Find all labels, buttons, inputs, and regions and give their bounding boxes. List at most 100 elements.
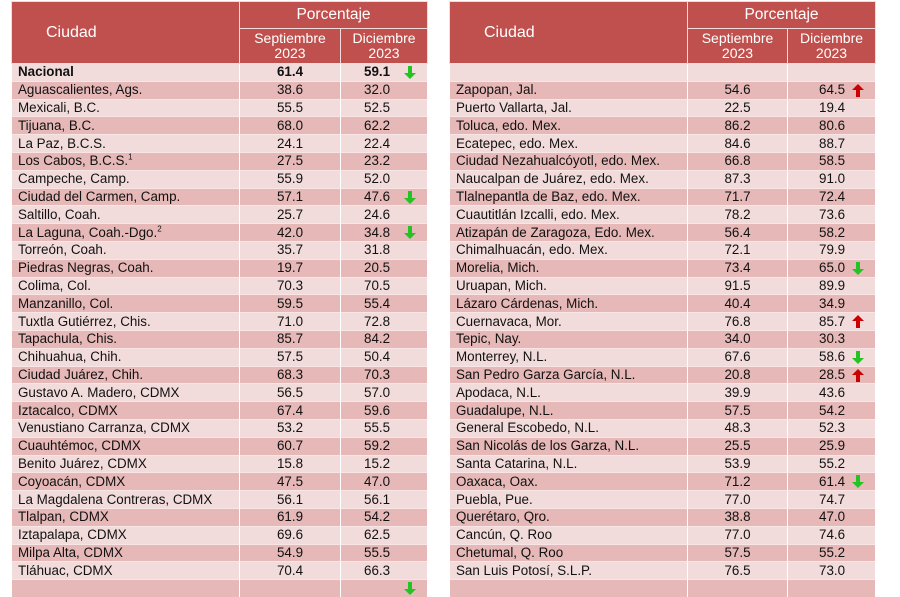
december-value: 20.5 — [339, 258, 429, 278]
city-name: Cancún, Q. Roo — [449, 525, 688, 545]
december-value: 55.2 — [786, 454, 877, 473]
september-value: 61.9 — [239, 507, 341, 527]
september-value: 55.9 — [239, 169, 341, 189]
december-value: 24.6 — [339, 205, 429, 224]
september-value: 57.5 — [687, 543, 788, 562]
december-value: 23.2 — [339, 151, 429, 171]
table-row: Mexicali, B.C. 55.5 52.5 — [11, 98, 429, 117]
december-value: 22.4 — [339, 134, 429, 153]
december-value: 34.8 — [339, 223, 429, 242]
arrow-down-icon — [852, 350, 865, 364]
september-value: 72.1 — [687, 240, 788, 260]
december-value: 84.2 — [339, 329, 429, 349]
september-value: 53.2 — [239, 418, 341, 438]
city-name: La Paz, B.C.S. — [11, 134, 240, 153]
table-row: Lázaro Cárdenas, Mich. 40.4 34.9 — [449, 294, 877, 313]
september-value: 39.9 — [687, 383, 788, 402]
city-name: Piedras Negras, Coah. — [11, 258, 240, 278]
december-value: 73.6 — [786, 205, 877, 224]
arrow-up-icon — [852, 83, 865, 97]
table-row: Puerto Vallarta, Jal. 22.5 19.4 — [449, 98, 877, 117]
city-name: Zapopan, Jal. — [449, 80, 688, 100]
city-name: Gustavo A. Madero, CDMX — [11, 383, 240, 402]
december-value: 34.9 — [786, 294, 877, 313]
table-row: Guadalupe, N.L. 57.5 54.2 — [449, 401, 877, 420]
column-header-city: Ciudad — [449, 1, 688, 64]
september-value: 66.8 — [687, 151, 788, 171]
table-row: Colima, Col. 70.3 70.5 — [11, 276, 429, 295]
september-value: 76.8 — [687, 312, 788, 331]
september-value: 71.0 — [239, 312, 341, 331]
city-name: Campeche, Camp. — [11, 169, 240, 189]
december-value: 88.7 — [786, 134, 877, 153]
table-row: Aguascalientes, Ags. 38.6 32.0 — [11, 80, 429, 100]
city-name: Colima, Col. — [11, 276, 240, 295]
september-value: 54.9 — [239, 543, 341, 562]
city-name: Cuautitlán Izcalli, edo. Mex. — [449, 205, 688, 224]
city-name: Cuauhtémoc, CDMX — [11, 436, 240, 456]
december-value — [339, 579, 429, 597]
december-value: 55.5 — [339, 543, 429, 562]
table-row: Zapopan, Jal. 54.6 64.5 — [449, 80, 877, 100]
september-value: 60.7 — [239, 436, 341, 456]
arrow-down-icon — [404, 66, 417, 79]
december-value: 19.4 — [786, 98, 877, 117]
september-value: 54.6 — [687, 80, 788, 100]
table-row: Uruapan, Mich. 91.5 89.9 — [449, 276, 877, 295]
city-name: Nacional — [11, 63, 240, 82]
city-name: General Escobedo, N.L. — [449, 418, 688, 438]
column-header-percentage: Porcentaje — [238, 1, 429, 29]
city-name: Cuernavaca, Mor. — [449, 312, 688, 331]
table-row: La Paz, B.C.S. 24.1 22.4 — [11, 134, 429, 153]
december-value: 91.0 — [786, 169, 877, 189]
september-value: 57.5 — [687, 401, 788, 420]
september-value: 47.5 — [239, 472, 341, 491]
column-header-percentage: Porcentaje — [686, 1, 877, 29]
city-name: Guadalupe, N.L. — [449, 401, 688, 420]
table-row: Monterrey, N.L. 67.6 58.6 — [449, 347, 877, 367]
table-row: Manzanillo, Col. 59.5 55.4 — [11, 294, 429, 313]
city-name: Iztacalco, CDMX — [11, 401, 240, 420]
december-value: 72.4 — [786, 187, 877, 206]
city-name: La Laguna, Coah.-Dgo.2 — [11, 223, 240, 242]
december-value: 59.1 — [339, 63, 429, 82]
table-row: Naucalpan de Juárez, edo. Mex. 87.3 91.0 — [449, 169, 877, 189]
table-row: Tlalpan, CDMX 61.9 54.2 — [11, 507, 429, 527]
december-value: 59.2 — [339, 436, 429, 456]
september-value: 56.1 — [239, 490, 341, 509]
december-value: 32.0 — [339, 80, 429, 100]
december-value: 62.5 — [339, 525, 429, 545]
table-row: General Escobedo, N.L. 48.3 52.3 — [449, 418, 877, 438]
city-name: Tlalpan, CDMX — [11, 507, 240, 527]
city-name: Chihuahua, Chih. — [11, 347, 240, 367]
table-row: La Laguna, Coah.-Dgo.2 42.0 34.8 — [11, 223, 429, 242]
september-value: 68.3 — [239, 365, 341, 384]
september-value: 35.7 — [239, 240, 341, 260]
december-value: 55.5 — [339, 418, 429, 438]
september-value: 78.2 — [687, 205, 788, 224]
september-value — [239, 579, 341, 597]
september-value: 55.5 — [239, 98, 341, 117]
city-name: Puebla, Pue. — [449, 490, 688, 509]
right-city-table: Ciudad Porcentaje Septiembre 2023 Diciemb… — [449, 1, 877, 597]
table-row: San Pedro Garza García, N.L. 20.8 28.5 — [449, 365, 877, 384]
december-value: 64.5 — [786, 80, 877, 100]
december-value: 55.2 — [786, 543, 877, 562]
table-row: Benito Juárez, CDMX 15.8 15.2 — [11, 454, 429, 473]
table-row: Venustiano Carranza, CDMX 53.2 55.5 — [11, 418, 429, 438]
september-value: 38.6 — [239, 80, 341, 100]
table-row — [11, 579, 429, 597]
table-row: Cuautitlán Izcalli, edo. Mex. 78.2 73.6 — [449, 205, 877, 224]
table-row: La Magdalena Contreras, CDMX 56.1 56.1 — [11, 490, 429, 509]
left-city-table: Ciudad Porcentaje Septiembre 2023 Diciemb… — [11, 1, 429, 597]
december-value: 56.1 — [339, 490, 429, 509]
city-name: Aguascalientes, Ags. — [11, 80, 240, 100]
column-header-city: Ciudad — [11, 1, 240, 64]
table-row: Saltillo, Coah. 25.7 24.6 — [11, 205, 429, 224]
arrow-down-icon — [404, 226, 417, 240]
september-value: 85.7 — [239, 329, 341, 349]
city-name: Venustiano Carranza, CDMX — [11, 418, 240, 438]
table-row: Morelia, Mich. 73.4 65.0 — [449, 258, 877, 278]
december-value: 52.0 — [339, 169, 429, 189]
arrow-down-icon — [852, 261, 865, 275]
